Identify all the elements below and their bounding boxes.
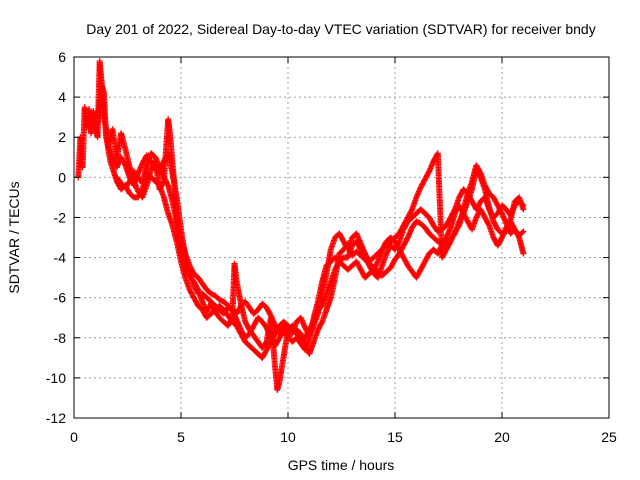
y-tick-label: -6 (54, 290, 67, 306)
x-tick-label: 25 (601, 429, 617, 445)
y-tick-label: -8 (54, 330, 67, 346)
data-point (309, 320, 316, 327)
data-point (519, 229, 526, 236)
x-tick-label: 15 (387, 429, 403, 445)
data-point (267, 311, 274, 318)
x-tick-label: 5 (177, 429, 185, 445)
data-point (408, 207, 415, 214)
data-point (520, 228, 527, 235)
y-tick-label: -10 (46, 370, 66, 386)
data-point (442, 235, 449, 242)
data-point (425, 169, 432, 176)
data-point (519, 201, 526, 208)
y-tick-label: 0 (58, 169, 66, 185)
y-tick-label: 6 (58, 49, 66, 65)
data-point (476, 168, 483, 175)
data-point (164, 181, 171, 188)
y-tick-label: -4 (54, 250, 67, 266)
axis-ticks: 0 5 10 15 20 25 -12 -10 -8 -6 -4 -2 0 2 4 6 (46, 49, 617, 445)
x-tick-label: 20 (494, 429, 510, 445)
y-tick-label: -2 (54, 209, 67, 225)
y-tick-label: -12 (46, 410, 66, 426)
data-point (451, 207, 458, 214)
data-point (455, 223, 462, 230)
data-point (520, 202, 527, 209)
series-arc-d (92, 84, 527, 361)
x-tick-label: 10 (280, 429, 296, 445)
data-point (121, 160, 128, 167)
data-point (395, 239, 402, 246)
plot-frame (73, 56, 610, 419)
y-tick-label: 2 (58, 129, 66, 145)
x-axis-label: GPS time / hours (288, 457, 395, 473)
gridlines (74, 57, 609, 418)
data-point (446, 239, 453, 246)
data-point (498, 235, 505, 242)
data-point (520, 250, 527, 257)
data-point (318, 320, 325, 327)
data-point (485, 221, 492, 228)
chart-title: Day 201 of 2022, Sidereal Day-to-day VTE… (86, 21, 595, 37)
x-tick-label: 0 (70, 429, 78, 445)
data-points (75, 58, 527, 393)
data-point (374, 259, 381, 266)
y-axis-label: SDTVAR / TECUs (6, 181, 22, 293)
data-point (404, 235, 411, 242)
y-tick-label: 4 (58, 89, 66, 105)
data-point (138, 187, 145, 194)
